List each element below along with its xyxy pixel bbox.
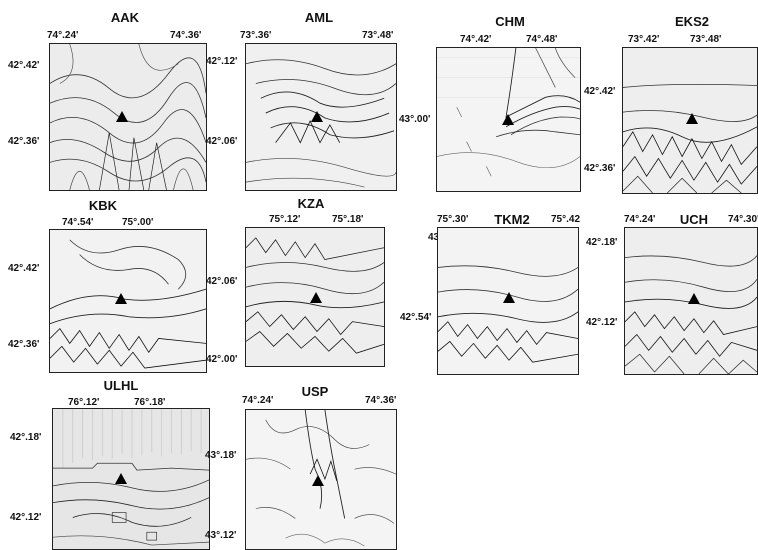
panel-title: AAK <box>110 10 140 25</box>
lat-label: 42°.06' <box>206 276 238 287</box>
triangle-station-icon <box>503 292 515 303</box>
triangle-station-icon <box>686 113 698 124</box>
lat-label: 43°.12' <box>205 530 237 541</box>
panel-title: AML <box>304 10 334 25</box>
lon-label: 74°.48' <box>526 34 558 45</box>
panel-title: TKM2 <box>494 212 530 227</box>
lon-label: 74°.24' <box>242 395 274 406</box>
lon-label: 73°.36' <box>240 30 272 41</box>
topo-map <box>52 408 210 550</box>
lat-label: 43°.00' <box>399 114 431 125</box>
lat-label: 42°.36' <box>8 339 40 350</box>
lon-label: 75°.12' <box>269 214 301 225</box>
triangle-station-icon <box>312 475 324 486</box>
panel-title: KBK <box>88 198 118 213</box>
lat-label: 42°.00' <box>206 354 238 365</box>
lat-label: 42°.18' <box>586 237 618 248</box>
triangle-station-icon <box>115 293 127 304</box>
lon-label: 75°.42 <box>551 214 581 225</box>
lon-label: 74°.54' <box>62 217 94 228</box>
triangle-station-icon <box>311 111 323 122</box>
contour-lines <box>53 409 209 549</box>
triangle-station-icon <box>116 111 128 122</box>
triangle-station-icon <box>688 293 700 304</box>
lat-label: 43°.18' <box>205 450 237 461</box>
panel-title: UCH <box>679 212 709 227</box>
lon-label: 75°.18' <box>332 214 364 225</box>
triangle-station-icon <box>115 473 127 484</box>
lat-label: 42°.12' <box>586 317 618 328</box>
lon-label: 73°.48' <box>690 34 722 45</box>
lat-label: 42°.12' <box>206 56 238 67</box>
lon-label: 76°.18' <box>134 397 166 408</box>
triangle-station-icon <box>502 114 514 125</box>
topo-map <box>49 43 207 191</box>
lon-label: 76°.12' <box>68 397 100 408</box>
lat-label: 42°.42' <box>584 86 616 97</box>
lon-label: 75°.00' <box>122 217 154 228</box>
contour-lines <box>50 230 206 372</box>
lon-label: 74°.30' <box>728 214 758 225</box>
panel-title: EKS2 <box>675 14 709 29</box>
lat-label: 42°.18' <box>10 432 42 443</box>
lat-label: 42°.36' <box>584 163 616 174</box>
lat-label: 42°.54' <box>400 312 432 323</box>
topo-map <box>49 229 207 373</box>
panel-title: CHM <box>495 14 525 29</box>
lon-label: 74°.42' <box>460 34 492 45</box>
lon-label: 74°.36' <box>170 30 202 41</box>
lon-label: 73°.48' <box>362 30 394 41</box>
panel-title: ULHL <box>103 378 139 393</box>
lon-label: 75°.30' <box>437 214 469 225</box>
panel-title: KZA <box>297 196 325 211</box>
lat-label: 42°.36' <box>8 136 40 147</box>
lat-label: 42°.12' <box>10 512 42 523</box>
lon-label: 74°.24' <box>624 214 656 225</box>
lon-label: 74°.36' <box>365 395 397 406</box>
triangle-station-icon <box>310 292 322 303</box>
lat-label: 42°.42' <box>8 60 40 71</box>
lon-label: 74°.24' <box>47 30 79 41</box>
lat-label: 42°.42' <box>8 263 40 274</box>
panel-title: USP <box>301 384 329 399</box>
lon-label: 73°.42' <box>628 34 660 45</box>
lat-label: 42°.06' <box>206 136 238 147</box>
contour-lines <box>50 44 206 190</box>
